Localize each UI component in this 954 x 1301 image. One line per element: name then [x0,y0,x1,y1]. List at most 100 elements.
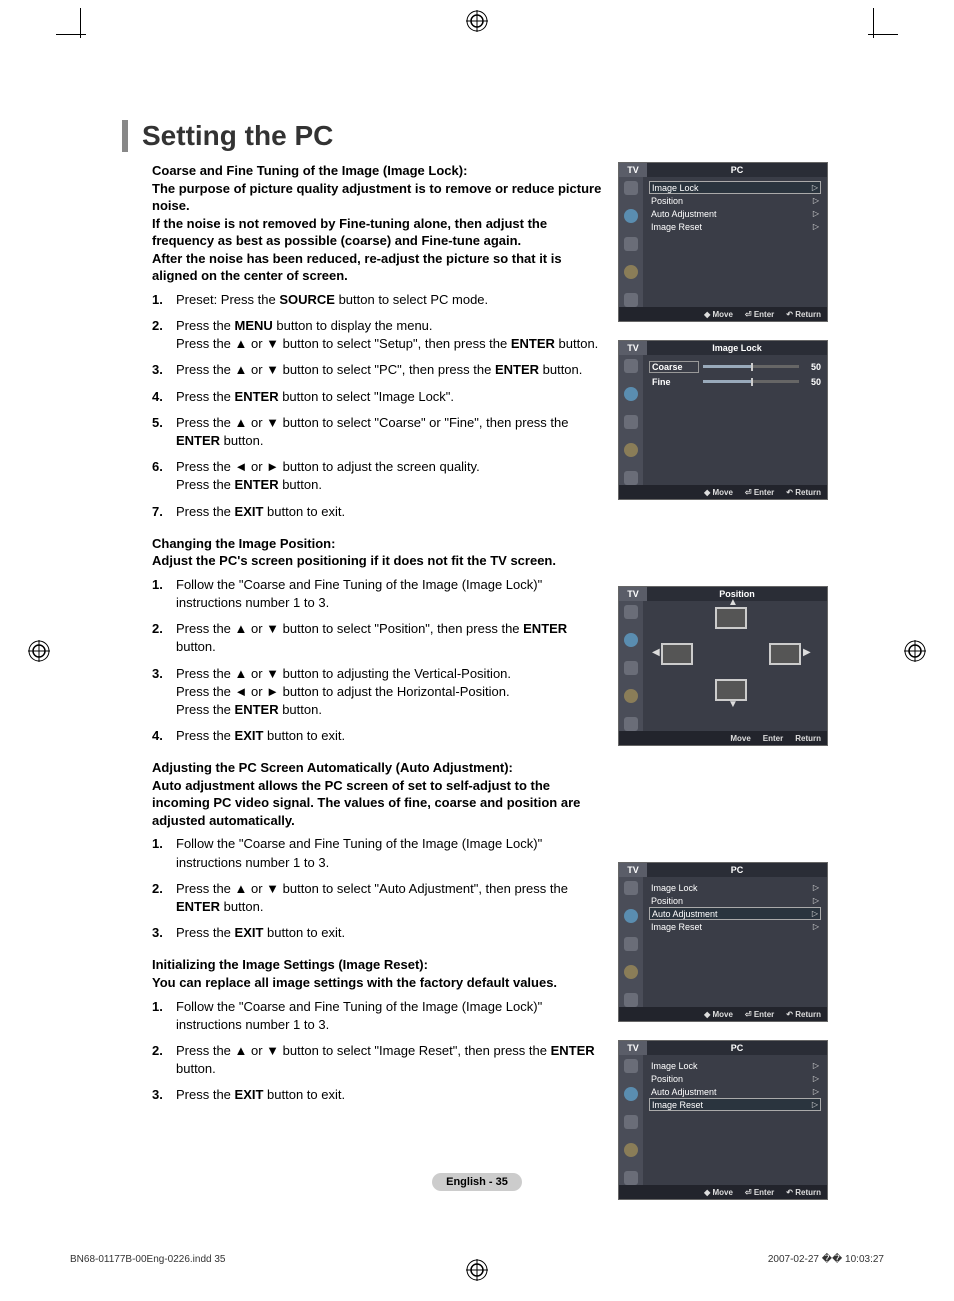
right-arrow-icon: ▷ [813,196,819,205]
gear-icon [624,443,638,457]
section-intro: Changing the Image Position:Adjust the P… [152,535,602,570]
list-item: 4.Press the EXIT button to exit. [152,727,602,745]
right-arrow-icon: ▷ [813,896,819,905]
return-hint: ↶ Return [786,488,821,497]
slider-track[interactable] [703,365,799,368]
list-item: 3.Press the ▲ or ▼ button to adjusting t… [152,665,602,720]
osd-title: PC [647,163,827,177]
list-item: 2.Press the ▲ or ▼ button to select "Ima… [152,1042,602,1078]
list-item: 7.Press the EXIT button to exit. [152,503,602,521]
osd-item-auto-adjustment[interactable]: Auto Adjustment▷ [649,207,821,220]
list-item: 2.Press the MENU button to display the m… [152,317,602,353]
setup-icon [624,993,638,1007]
page-title: Setting the PC [142,120,838,152]
right-arrow-icon: ▷ [813,222,819,231]
osd-tv-label: TV [619,587,647,601]
gear-icon [624,1143,638,1157]
position-pad[interactable]: ▲ ◀ ▶ ▼ [643,601,827,711]
list-item: 1.Follow the "Coarse and Fine Tuning of … [152,998,602,1034]
input-icon [624,415,638,429]
picture-icon [624,181,638,195]
osd-sidebar [619,355,643,485]
list-item: 4.Press the ENTER button to select "Imag… [152,388,602,406]
gear-icon [624,265,638,279]
osd-item-position[interactable]: Position▷ [649,194,821,207]
return-hint: ↶ Return [786,1010,821,1019]
osd-tv-label: TV [619,163,647,177]
globe-icon [624,909,638,923]
up-arrow-icon: ▲ [728,597,738,608]
setup-icon [624,293,638,307]
globe-icon [624,209,638,223]
osd-item-auto-adjustment[interactable]: Auto Adjustment▷ [649,1085,821,1098]
osd-item-image-reset[interactable]: Image Reset▷ [649,920,821,933]
slider-value: 50 [803,377,821,387]
osd-footer: ◆ Move ⏎ Enter ↶ Return [619,1007,827,1021]
osd-item-image-lock[interactable]: Image Lock▷ [649,181,821,194]
osd-sidebar [619,177,643,307]
list-item: 3.Press the EXIT button to exit. [152,924,602,942]
page-number-badge: English - 35 [432,1173,522,1191]
gear-icon [624,689,638,703]
osd-sidebar [619,877,643,1007]
section-heading: Setting the PC [122,120,838,152]
input-icon [624,937,638,951]
globe-icon [624,633,638,647]
right-arrow-icon: ▷ [813,209,819,218]
steps-list: 1.Preset: Press the SOURCE button to sel… [152,291,602,521]
move-hint: Move [730,734,750,743]
osd-sidebar [619,1055,643,1185]
list-item: 5.Press the ▲ or ▼ button to select "Coa… [152,414,602,450]
osd-pc-auto: TV PC Image Lock▷ Positi [618,862,828,1022]
osd-footer: Move Enter Return [619,731,827,745]
steps-list: 1.Follow the "Coarse and Fine Tuning of … [152,835,602,942]
globe-icon [624,1087,638,1101]
picture-icon [624,1059,638,1073]
osd-tv-label: TV [619,863,647,877]
right-arrow-icon: ▷ [812,909,818,918]
list-item: 6.Press the ◄ or ► button to adjust the … [152,458,602,494]
left-arrow-icon: ◀ [652,647,660,658]
picture-icon [624,605,638,619]
enter-hint: ⏎ Enter [745,1010,774,1019]
osd-title: PC [647,863,827,877]
picture-icon [624,359,638,373]
osd-footer: ◆ Move ⏎ Enter ↶ Return [619,485,827,499]
setup-icon [624,471,638,485]
input-icon [624,661,638,675]
right-arrow-icon: ▷ [813,1074,819,1083]
right-arrow-icon: ▷ [812,1100,818,1109]
list-item: 1.Follow the "Coarse and Fine Tuning of … [152,835,602,871]
osd-item-image-lock[interactable]: Image Lock▷ [649,1059,821,1072]
right-arrow-icon: ▷ [813,883,819,892]
osd-title: PC [647,1041,827,1055]
right-arrow-icon: ▷ [812,183,818,192]
osd-image-lock: TV Image Lock Coarse [618,340,828,500]
right-arrow-icon: ▷ [813,922,819,931]
return-hint: Return [795,734,821,743]
move-hint: ◆ Move [704,310,733,319]
list-item: 1.Preset: Press the SOURCE button to sel… [152,291,602,309]
osd-item-image-reset[interactable]: Image Reset▷ [649,1098,821,1111]
right-arrow-icon: ▷ [813,1061,819,1070]
osd-item-position[interactable]: Position▷ [649,894,821,907]
return-hint: ↶ Return [786,310,821,319]
osd-item-position[interactable]: Position▷ [649,1072,821,1085]
move-hint: ◆ Move [704,1010,733,1019]
osd-item-image-reset[interactable]: Image Reset▷ [649,220,821,233]
osd-tv-label: TV [619,1041,647,1055]
slider-track[interactable] [703,380,799,383]
move-hint: ◆ Move [704,488,733,497]
list-item: 2.Press the ▲ or ▼ button to select "Pos… [152,620,602,656]
osd-item-image-lock[interactable]: Image Lock▷ [649,881,821,894]
osd-column: TV PC Image Lock▷ Positi [618,162,838,1200]
osd-sidebar [619,601,643,731]
osd-position: TV Position ▲ [618,586,828,746]
coarse-slider[interactable]: Coarse 50 [649,359,821,374]
enter-hint: Enter [763,734,783,743]
setup-icon [624,717,638,731]
fine-slider[interactable]: Fine 50 [649,374,821,389]
instructions-column: Coarse and Fine Tuning of the Image (Ima… [122,162,602,1200]
input-icon [624,237,638,251]
osd-item-auto-adjustment[interactable]: Auto Adjustment▷ [649,907,821,920]
